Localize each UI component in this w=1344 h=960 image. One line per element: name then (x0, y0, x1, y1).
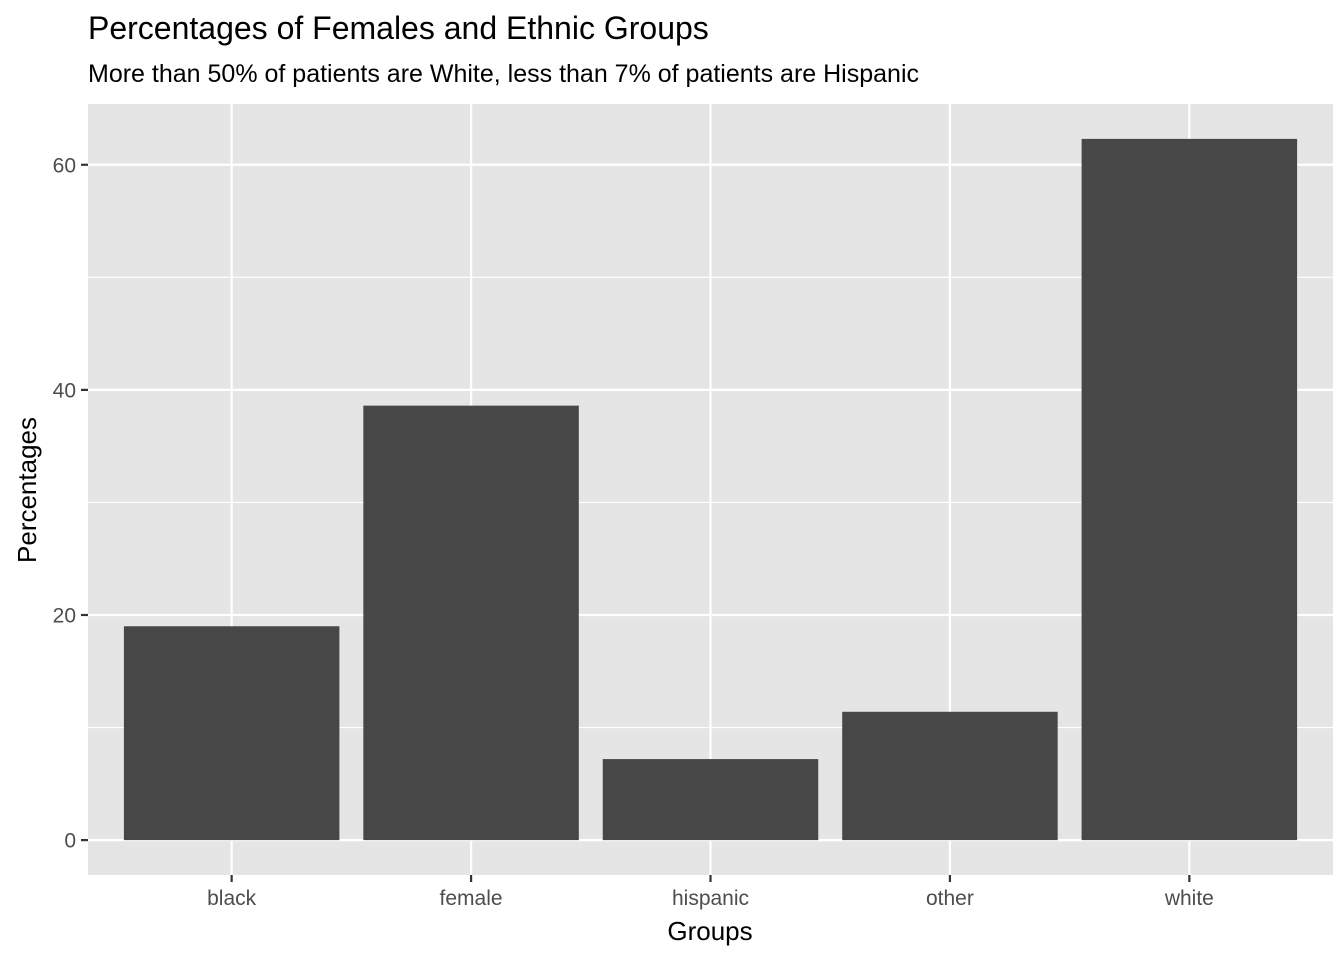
x-tick-label: other (926, 887, 974, 910)
bars (123, 138, 1298, 841)
y-axis: 0 20 40 60 (53, 154, 88, 853)
y-tick-label: 40 (53, 379, 76, 402)
y-tick-label: 0 (64, 830, 76, 853)
x-tick-label: white (1164, 887, 1214, 910)
y-axis-title: Percentages (12, 417, 42, 563)
bar-other (842, 711, 1058, 841)
bar-hispanic (602, 759, 819, 841)
x-axis-title: Groups (667, 916, 752, 946)
bar-black (123, 626, 340, 841)
chart-title: Percentages of Females and Ethnic Groups (88, 10, 709, 46)
y-tick-label: 60 (53, 154, 76, 177)
x-tick-label: hispanic (672, 887, 749, 910)
y-tick-label: 20 (53, 604, 76, 627)
bar-white (1081, 138, 1298, 841)
x-axis: black female hispanic other white (207, 875, 1214, 910)
chart-subtitle: More than 50% of patients are White, les… (88, 60, 919, 88)
x-tick-label: black (207, 887, 257, 910)
x-tick-label: female (440, 887, 503, 910)
bar-female (363, 405, 579, 841)
